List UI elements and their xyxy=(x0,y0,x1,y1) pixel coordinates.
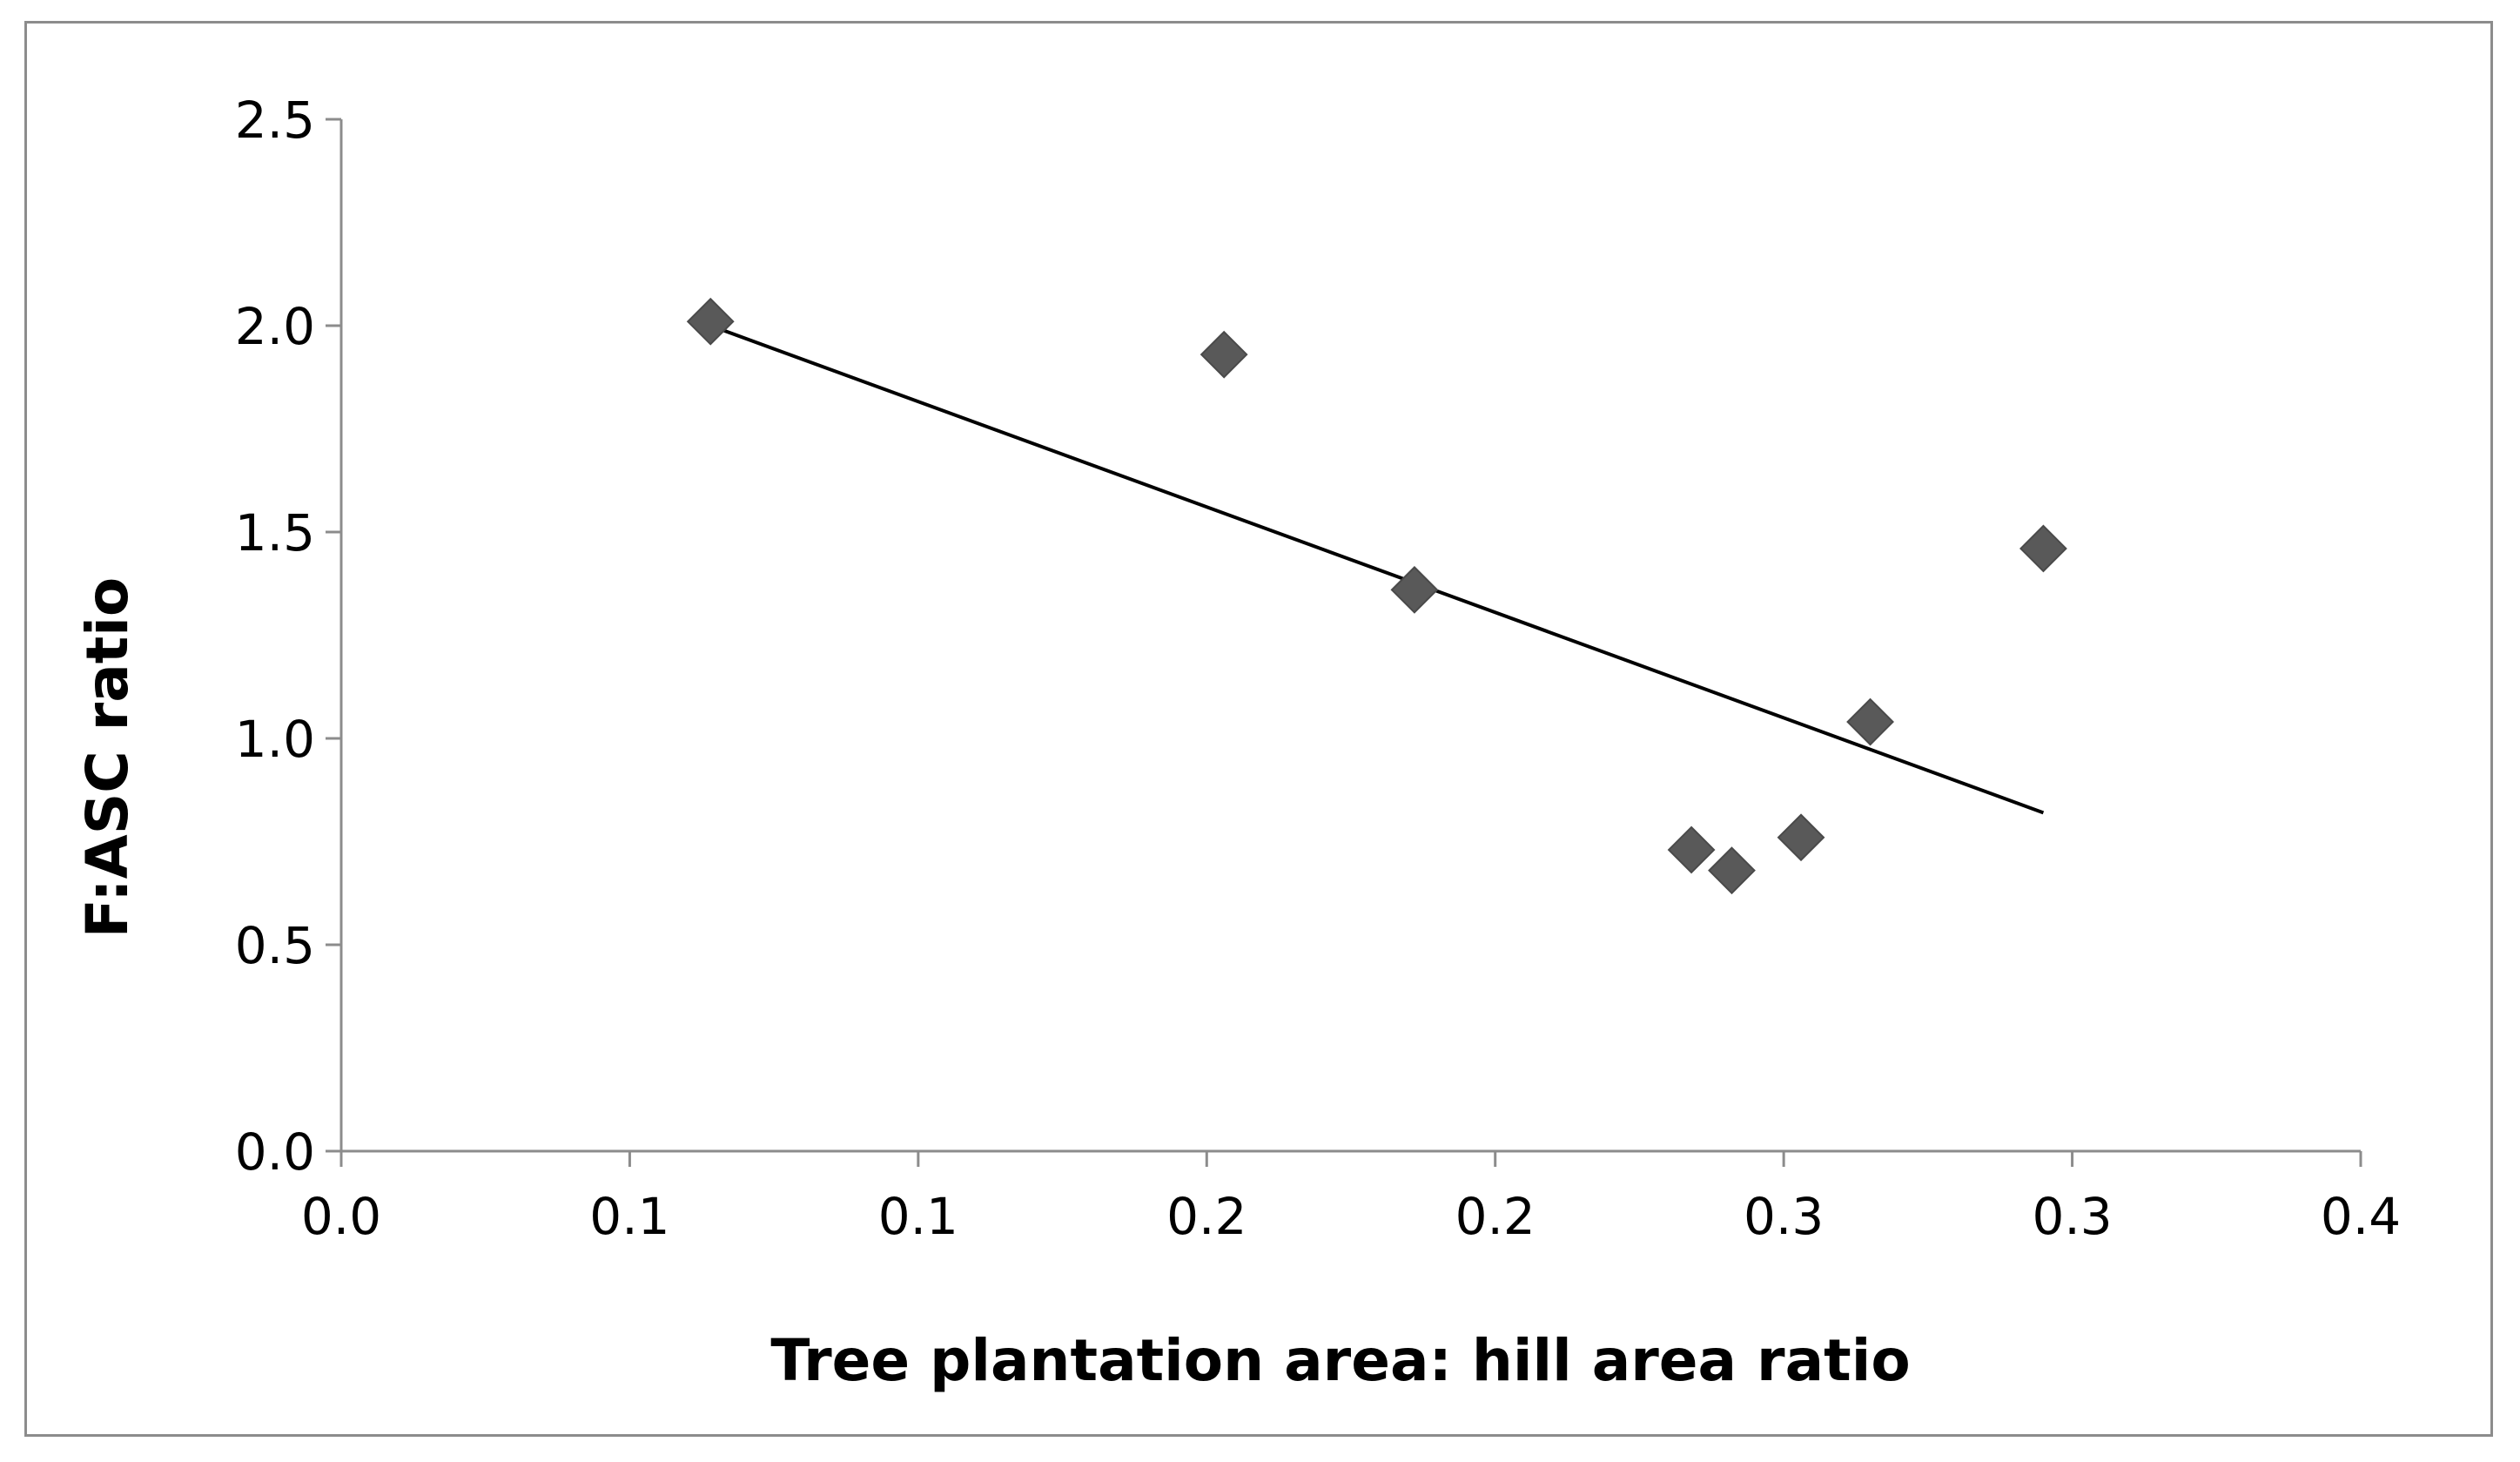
y-axis-ticks: 0.0 0.5 1.0 1.5 2.0 2.5 xyxy=(235,91,341,1182)
data-point xyxy=(1390,565,1439,614)
x-tick-label: 0.1 xyxy=(878,1187,958,1246)
data-point xyxy=(1708,846,1756,895)
x-axis-title: Tree plantation area: hill area ratio xyxy=(770,1327,1910,1394)
y-axis-title: F:ASC ratio xyxy=(74,577,141,939)
x-tick-label: 0.4 xyxy=(2321,1187,2401,1246)
x-tick-label: 0.2 xyxy=(1166,1187,1247,1246)
data-point xyxy=(1200,330,1248,379)
y-tick-label: 1.0 xyxy=(235,710,315,769)
data-point xyxy=(1846,697,1894,746)
axes xyxy=(339,119,2361,1153)
x-tick-label: 0.1 xyxy=(589,1187,669,1246)
y-tick-label: 0.0 xyxy=(235,1122,315,1182)
data-point xyxy=(1777,813,1825,862)
x-tick-label: 0.3 xyxy=(2032,1187,2112,1246)
data-point xyxy=(1667,825,1716,874)
data-point xyxy=(686,297,735,346)
chart-frame xyxy=(24,21,2493,1437)
x-tick-label: 0.3 xyxy=(1744,1187,1824,1246)
x-tick-label: 0.0 xyxy=(301,1187,381,1246)
trendline xyxy=(709,324,2045,815)
data-points xyxy=(686,297,2067,895)
y-tick-label: 2.0 xyxy=(235,297,315,356)
trendline-group xyxy=(709,324,2045,815)
y-tick-label: 1.5 xyxy=(235,503,315,563)
data-point xyxy=(2019,524,2067,573)
x-axis-ticks: 0.0 0.1 0.1 0.2 0.2 0.3 0.3 0.4 xyxy=(301,1151,2401,1246)
y-tick-label: 0.5 xyxy=(235,916,315,975)
y-tick-label: 2.5 xyxy=(235,91,315,150)
x-tick-label: 0.2 xyxy=(1455,1187,1536,1246)
